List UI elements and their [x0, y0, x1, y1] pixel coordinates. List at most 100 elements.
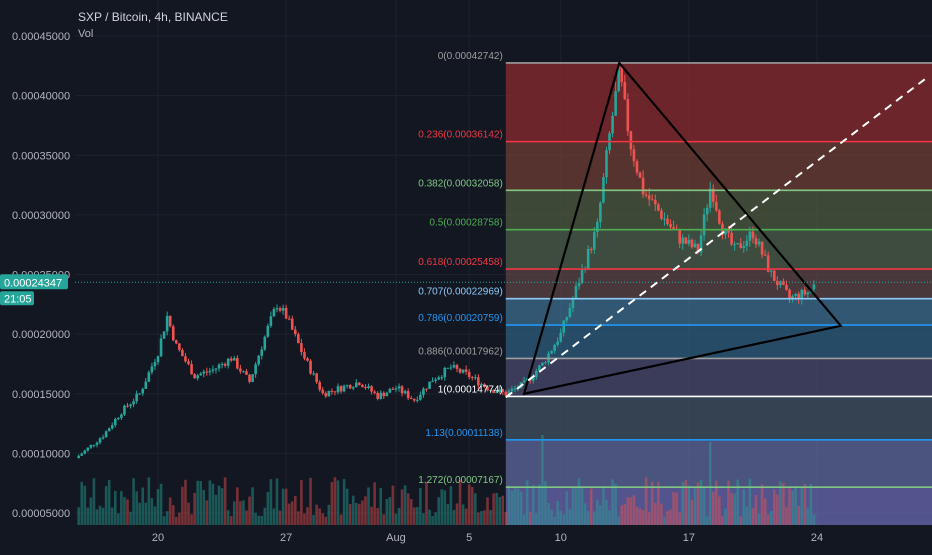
volume-bar [175, 516, 178, 525]
symbol-title[interactable]: SXP / Bitcoin, 4h, BINANCE [78, 10, 228, 24]
candle-body [129, 404, 132, 407]
candle-body [358, 382, 361, 386]
candle-body [287, 318, 291, 320]
volume-bar [754, 495, 758, 525]
fib-level-label: 0.382(0.00032058) [418, 178, 503, 189]
volume-bar [254, 512, 257, 525]
candle-body [254, 364, 257, 375]
candle-body [611, 115, 614, 134]
candle-body [217, 364, 221, 369]
candle-body [492, 389, 495, 393]
volume-bar [492, 493, 495, 525]
candle-body [425, 388, 428, 390]
volume-bar [388, 497, 392, 525]
volume-bar [803, 483, 807, 525]
candle-body [663, 218, 666, 220]
y-tick-label: 0.00040000 [12, 91, 70, 103]
candle-body [361, 385, 364, 388]
candle-body [635, 161, 639, 173]
volume-bar [721, 516, 724, 525]
candle-body [406, 391, 410, 399]
candle-body [242, 371, 245, 373]
volume-bar [461, 504, 465, 525]
candle-body [806, 292, 810, 295]
volume-bar [684, 480, 688, 525]
volume-bar [779, 481, 782, 525]
candle-body [171, 326, 175, 341]
candle-body [498, 389, 502, 393]
candle-body [779, 281, 782, 286]
volume-bar [675, 492, 678, 525]
candle-body [443, 367, 447, 378]
candle-body [513, 388, 517, 390]
candle-body [599, 202, 602, 222]
volume-bar [739, 516, 743, 525]
candle-body [657, 204, 660, 211]
volume-bar [165, 511, 169, 525]
volume-bar [135, 491, 138, 525]
candle-body [300, 343, 303, 353]
volume-label[interactable]: Vol [78, 28, 93, 40]
volume-bar [495, 492, 498, 525]
candle-body [794, 293, 797, 296]
volume-bar [303, 513, 306, 525]
candle-body [769, 270, 773, 272]
volume-bar [785, 507, 788, 525]
candle-body [260, 349, 264, 356]
candle-body [376, 392, 379, 399]
candle-body [623, 82, 627, 100]
candle-body [236, 358, 239, 369]
candle-body [205, 371, 209, 373]
candle-body [351, 387, 355, 389]
candle-body [141, 388, 145, 394]
candle-body [239, 368, 242, 372]
candle-body [574, 286, 578, 299]
volume-bar [681, 481, 685, 525]
candle-body [690, 239, 694, 248]
volume-bar [428, 509, 431, 525]
candle-body [556, 341, 559, 345]
volume-bar [281, 488, 285, 525]
volume-bar [324, 516, 328, 525]
volume-bar [666, 511, 669, 525]
candle-body [431, 381, 434, 383]
candle-body [483, 384, 486, 387]
volume-bar [568, 509, 572, 525]
candle-body [437, 377, 440, 380]
volume-bar [769, 510, 773, 525]
volume-bar [617, 516, 620, 525]
candle-body [766, 255, 770, 272]
volume-bar [611, 479, 614, 525]
volume-bar [330, 482, 334, 525]
candle-body [647, 195, 651, 200]
candle-body [83, 450, 87, 454]
volume-bar [269, 479, 273, 525]
candle-body [202, 371, 206, 374]
candle-body [550, 350, 553, 354]
candle-body [715, 201, 718, 211]
candle-body [226, 358, 230, 366]
drawing-tools[interactable] [505, 60, 928, 399]
volume-bar [635, 506, 639, 525]
volume-bar [379, 487, 383, 525]
candle-body [339, 386, 343, 392]
candle-body [214, 368, 218, 370]
volume-bar [162, 516, 166, 525]
volume-bar [565, 491, 569, 525]
candle-body [620, 66, 624, 83]
candle-body [229, 358, 233, 361]
volume-bar [525, 480, 529, 525]
fib-zone [505, 269, 932, 299]
volume-bar [138, 502, 141, 525]
volume-bar [535, 513, 538, 525]
volume-bar [123, 497, 126, 525]
volume-bar [702, 486, 706, 525]
volume-bar [226, 510, 230, 525]
volume-bar [742, 489, 746, 525]
volume-bar [400, 489, 404, 525]
y-tick-label: 0.00020000 [12, 329, 70, 341]
volume-bar [599, 505, 602, 525]
candle-body [544, 362, 547, 364]
